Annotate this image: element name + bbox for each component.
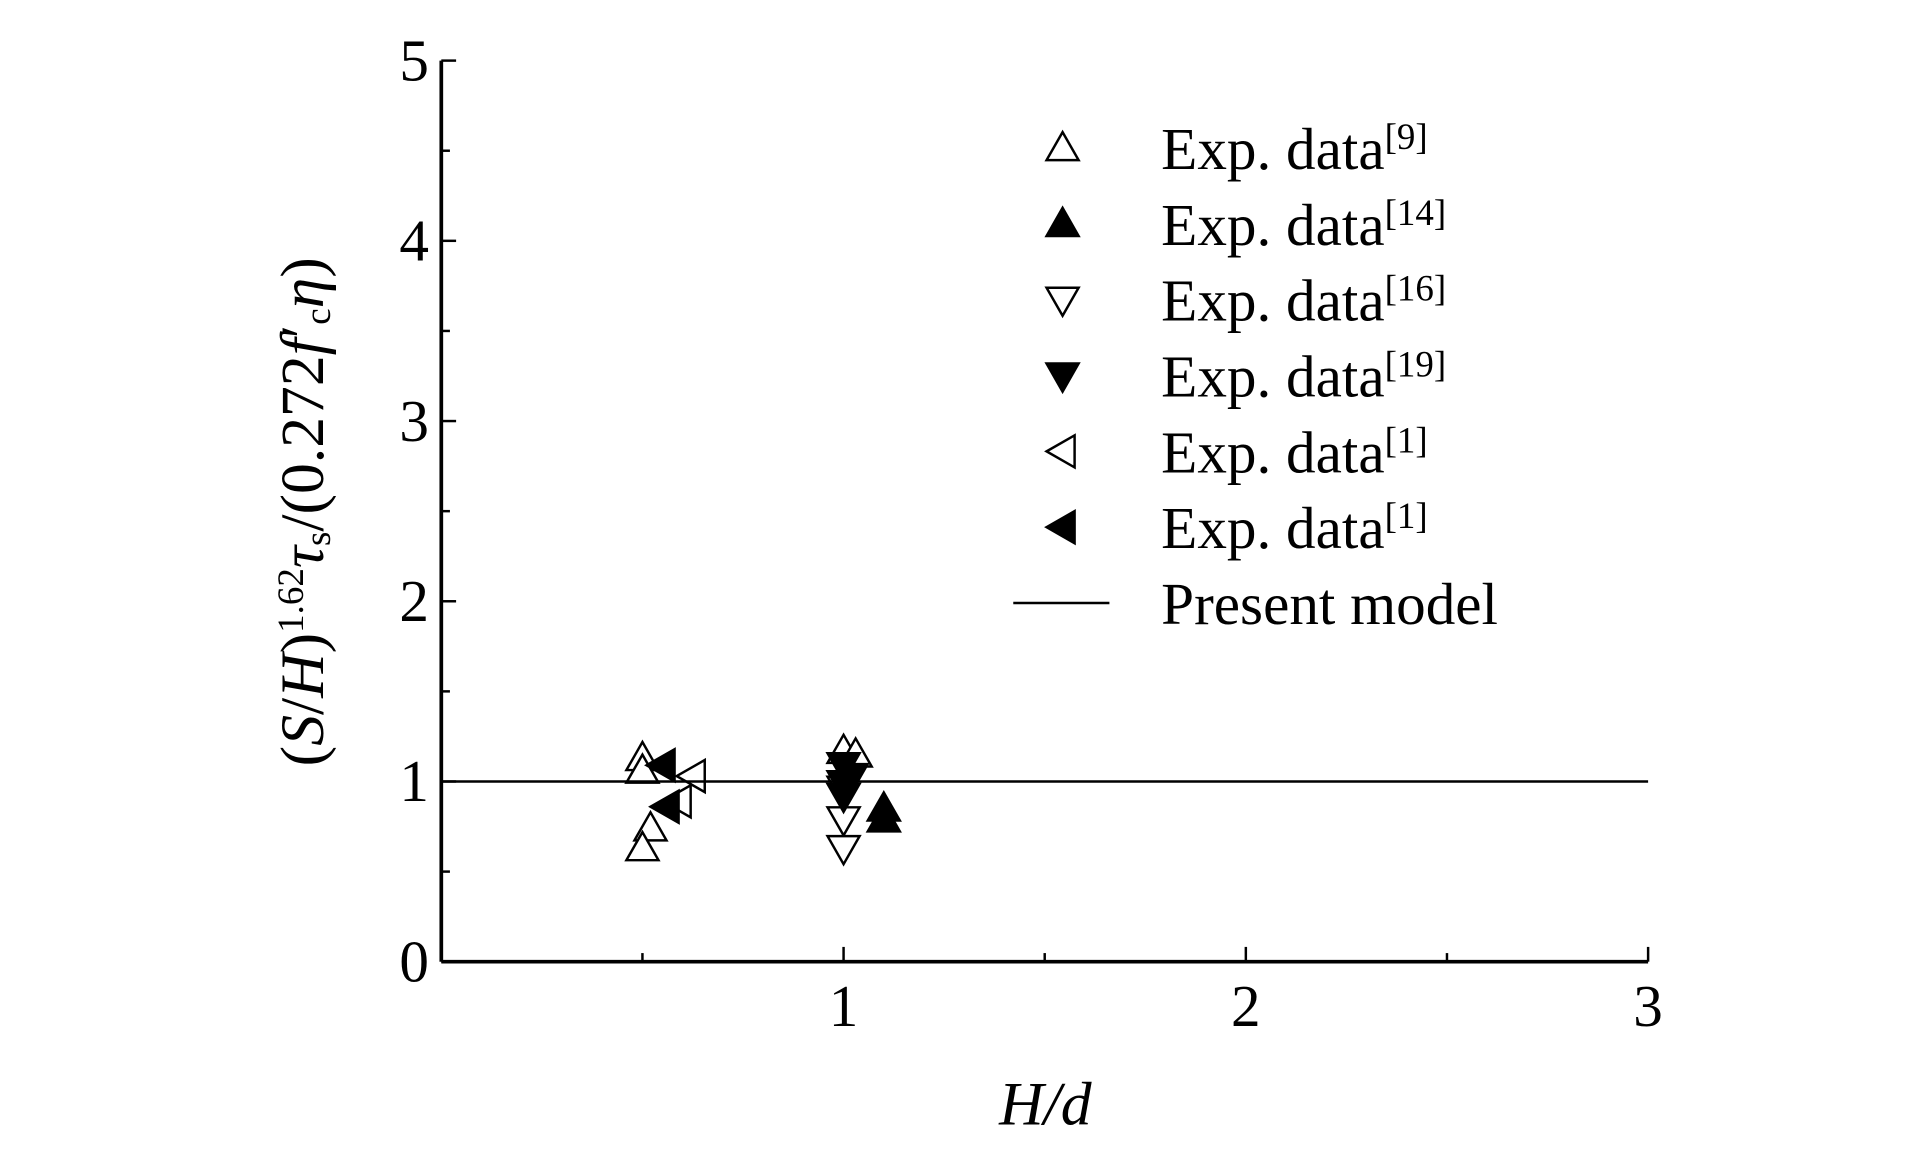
legend-label: Exp. data[19] — [1161, 343, 1446, 409]
data-point — [648, 788, 680, 825]
x-tick-label: 1 — [829, 973, 859, 1039]
y-label-part: S — [269, 715, 337, 746]
legend-ref: [9] — [1385, 116, 1428, 157]
legend-label: Exp. data[16] — [1161, 267, 1446, 333]
legend-label: Present model — [1161, 571, 1498, 637]
y-tick-label: 3 — [399, 388, 429, 454]
y-tick-label: 5 — [399, 27, 429, 93]
legend-name: Exp. data — [1161, 116, 1384, 182]
legend-ref: [16] — [1385, 267, 1447, 308]
legend-name: Exp. data — [1161, 419, 1384, 485]
y-axis-label: (S/H)1.62τs/(0.272f′cη) — [269, 257, 338, 766]
legend-ref: [1] — [1385, 419, 1428, 460]
legend-marker — [1044, 129, 1081, 162]
legend-label: Exp. data[14] — [1161, 192, 1446, 258]
x-axis-label: H/d — [998, 1070, 1092, 1138]
x-tick-label: 2 — [1231, 973, 1261, 1039]
y-label-part: η — [269, 278, 337, 309]
legend-label: Exp. data[1] — [1161, 495, 1428, 561]
y-tick-label: 4 — [399, 208, 429, 274]
data-point — [644, 747, 676, 784]
y-tick-label: 2 — [399, 568, 429, 634]
legend-name: Exp. data — [1161, 268, 1384, 334]
y-label-part: 1.62 — [270, 568, 311, 633]
legend-marker — [1044, 509, 1076, 546]
legend-marker — [1044, 286, 1081, 319]
legend-name: Exp. data — [1161, 495, 1384, 561]
y-label-part: ) — [269, 633, 337, 654]
legend-marker — [1044, 362, 1081, 395]
y-tick-label: 1 — [399, 748, 429, 814]
y-label-part: c — [297, 308, 338, 324]
legend-ref: [14] — [1385, 192, 1447, 233]
legend-marker — [1044, 205, 1081, 238]
y-label-part: /(0.272 — [269, 355, 337, 531]
y-tick-label: 0 — [399, 928, 429, 994]
data-point — [624, 829, 661, 862]
legend-label: Exp. data[1] — [1161, 419, 1428, 485]
x-tick-label: 3 — [1633, 973, 1663, 1039]
y-label-part: ) — [269, 257, 337, 278]
legend-marker — [1044, 433, 1076, 470]
legend-name: Exp. data — [1161, 344, 1384, 410]
data-point — [825, 834, 862, 867]
legend-name: Present model — [1161, 571, 1498, 637]
y-label-part: ( — [269, 746, 337, 767]
legend-ref: [19] — [1385, 343, 1447, 384]
legend-ref: [1] — [1385, 495, 1428, 536]
y-label-part: s — [297, 532, 338, 546]
y-label-part: H — [269, 650, 337, 699]
y-label-part: / — [269, 697, 337, 715]
y-label-part: τ — [269, 544, 337, 568]
y-label-part: ′ — [269, 325, 337, 338]
legend-name: Exp. data — [1161, 192, 1384, 258]
data-point — [833, 762, 870, 795]
legend-label: Exp. data[9] — [1161, 116, 1428, 182]
data-point — [865, 800, 902, 833]
